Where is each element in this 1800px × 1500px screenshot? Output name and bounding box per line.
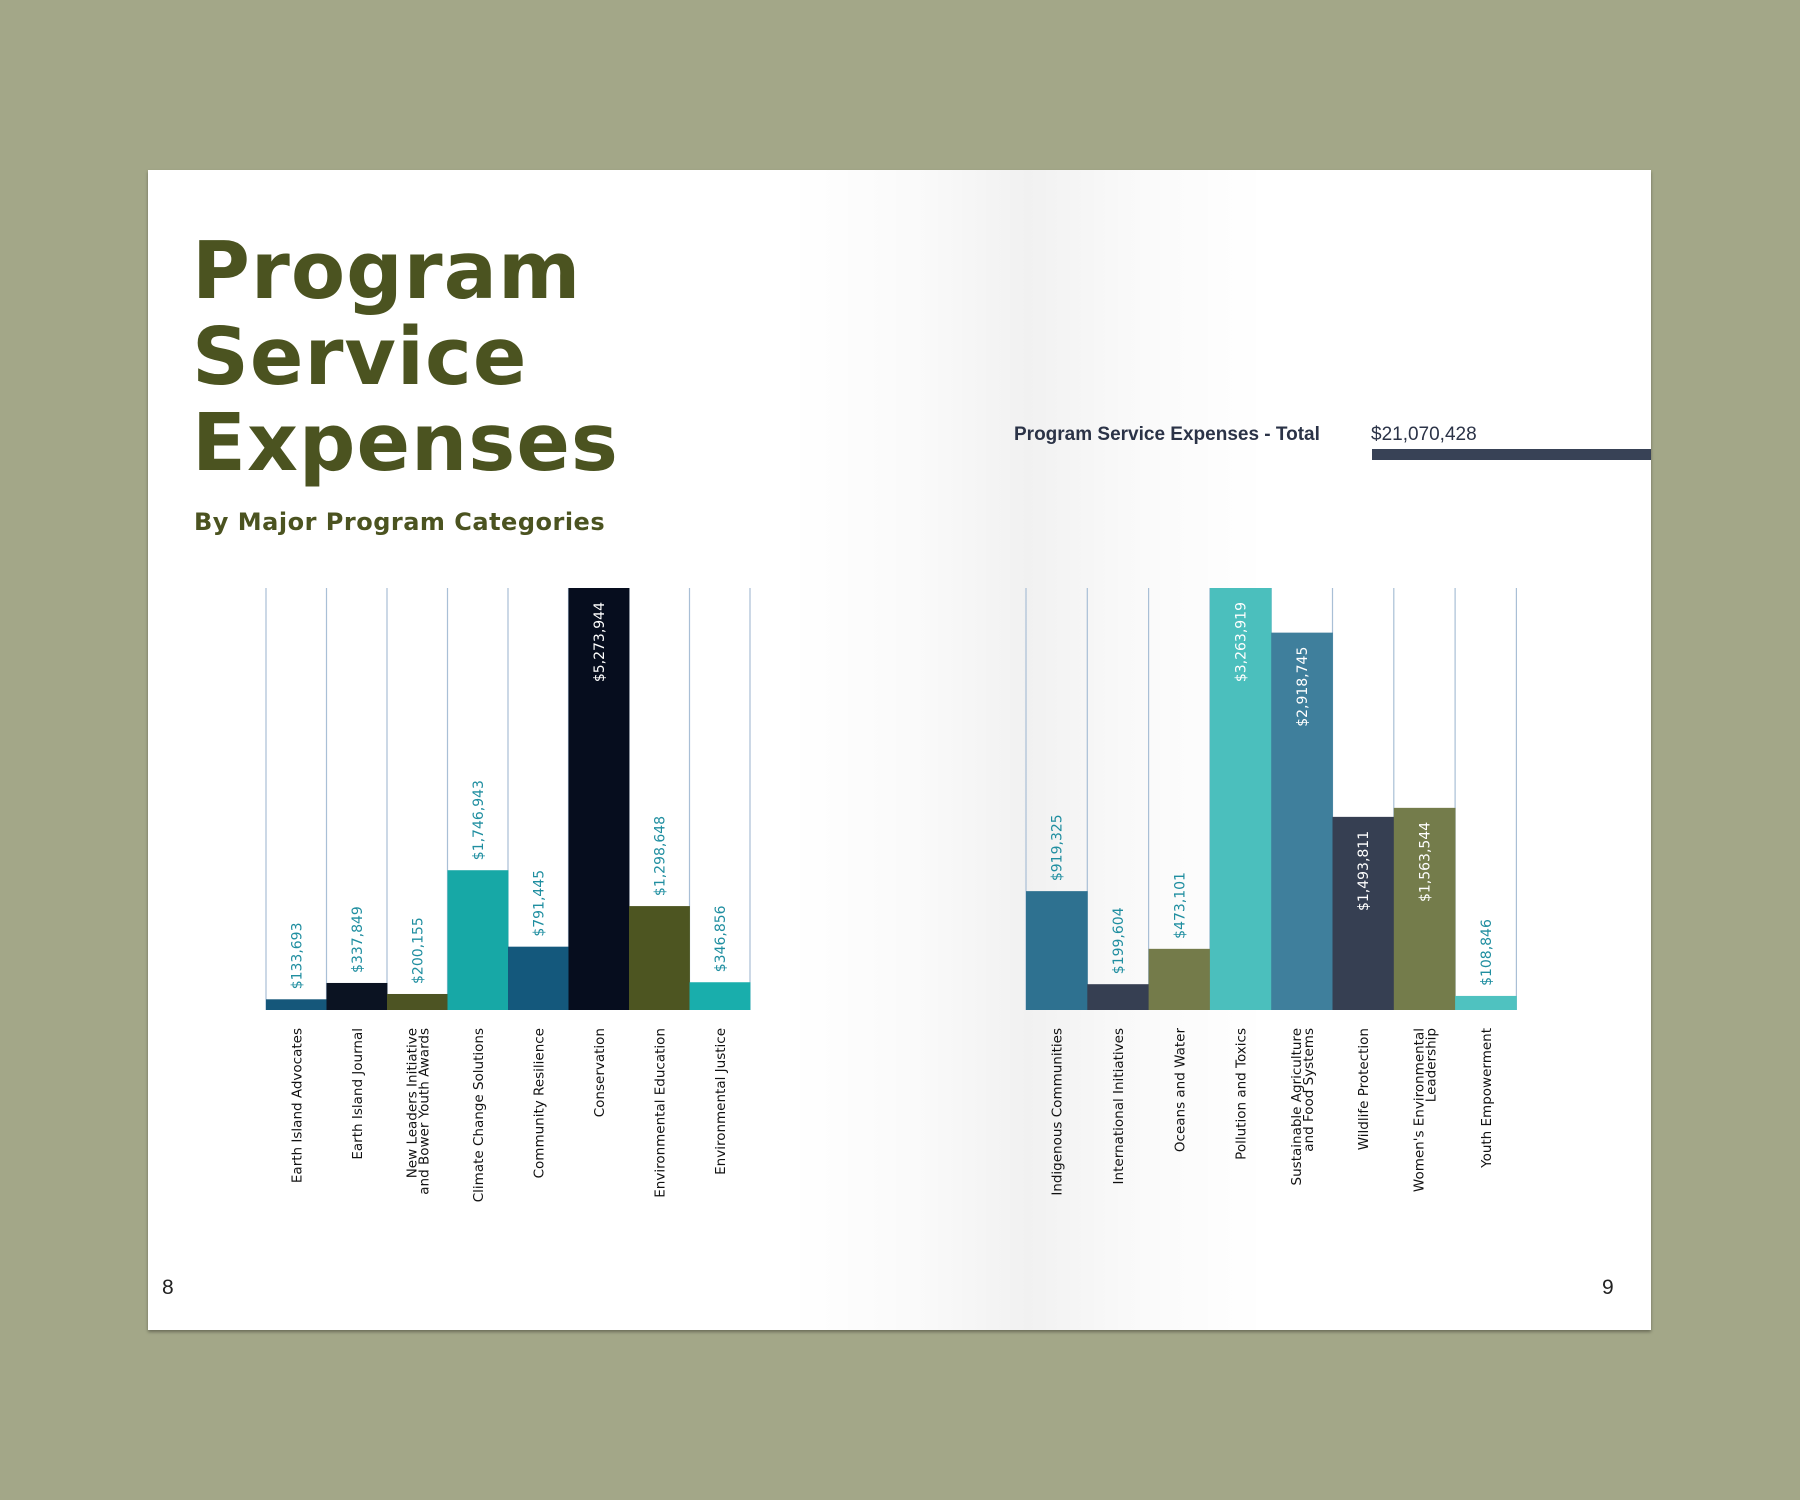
value-label-7: $1,298,648 — [652, 816, 668, 896]
bar-8 — [689, 982, 751, 1010]
category-label-8: Youth Empowerment — [1479, 1028, 1495, 1169]
category-label-6: Wildlife Protection — [1356, 1028, 1372, 1150]
value-label-1: $133,693 — [289, 922, 305, 989]
category-label-line: Earth Island Advocates — [289, 1028, 305, 1183]
bar-6 — [568, 588, 630, 1010]
category-label-7: Environmental Education — [652, 1028, 668, 1198]
bar-5 — [508, 946, 569, 1010]
brochure-spread: Program Service Expenses By Major Progra… — [148, 170, 1651, 1330]
category-label-line: International Initiatives — [1111, 1028, 1127, 1184]
program-expenses-charts: $133,693 Earth Island Advocates $337,849 Ea… — [265, 588, 1518, 1202]
bar-4 — [447, 870, 509, 1010]
category-label-2: International Initiatives — [1111, 1028, 1127, 1184]
bar-4 — [1209, 588, 1272, 1010]
category-label-5: Community Resilience — [531, 1028, 547, 1178]
value-label-2: $337,849 — [350, 906, 366, 973]
category-label-line: Conservation — [592, 1028, 608, 1117]
title-line-3: Expenses — [192, 397, 619, 489]
bar-6 — [1332, 816, 1395, 1010]
bar-1 — [1026, 891, 1088, 1010]
page-title: Program Service Expenses — [192, 228, 619, 486]
value-label-6: $1,493,811 — [1356, 831, 1372, 911]
category-label-line: Sustainable Agriculture — [1289, 1028, 1305, 1185]
category-label-line: and Bower Youth Awards — [416, 1028, 432, 1195]
category-label-line: New Leaders Initiative — [404, 1028, 420, 1178]
category-label-line: Environmental Education — [652, 1028, 668, 1198]
category-label-line: Leadership — [1423, 1028, 1439, 1102]
page-number-right: 9 — [1602, 1276, 1614, 1299]
value-label-7: $1,563,544 — [1417, 822, 1433, 902]
category-label-line: Pollution and Toxics — [1234, 1028, 1250, 1160]
category-label-4: Pollution and Toxics — [1234, 1028, 1250, 1160]
category-label-line: Women's Environmental — [1411, 1028, 1427, 1192]
category-label-3: Oceans and Water — [1172, 1028, 1188, 1153]
category-label-3: New Leaders Initiativeand Bower Youth Aw… — [404, 1028, 432, 1195]
category-label-line: Indigenous Communities — [1050, 1028, 1066, 1196]
category-label-1: Indigenous Communities — [1050, 1028, 1066, 1196]
category-label-8: Environmental Justice — [713, 1028, 729, 1175]
bar-8 — [1455, 995, 1517, 1010]
category-label-6: Conservation — [592, 1028, 608, 1117]
category-label-line: Wildlife Protection — [1356, 1028, 1372, 1150]
page-number-left: 8 — [162, 1276, 174, 1299]
category-label-line: Environmental Justice — [713, 1028, 729, 1175]
value-label-5: $791,445 — [531, 870, 547, 937]
chart-2: $919,325 Indigenous Communities $199,604 In… — [1025, 588, 1518, 1196]
bar-1 — [266, 999, 327, 1010]
bar-3 — [387, 993, 448, 1010]
category-label-line: Earth Island Journal — [350, 1028, 366, 1160]
value-label-8: $346,856 — [713, 905, 729, 972]
value-label-5: $2,918,745 — [1295, 647, 1311, 727]
value-label-4: $3,263,919 — [1234, 602, 1250, 682]
value-label-3: $473,101 — [1172, 872, 1188, 939]
bar-2 — [326, 982, 388, 1010]
bar-2 — [1087, 984, 1149, 1010]
bar-7 — [1393, 807, 1456, 1010]
total-value: $21,070,428 — [1371, 424, 1477, 445]
category-label-line: and Food Systems — [1301, 1028, 1317, 1152]
category-label-5: Sustainable Agricultureand Food Systems — [1289, 1028, 1317, 1185]
total-label: Program Service Expenses - Total — [1014, 424, 1320, 445]
category-label-line: Community Resilience — [531, 1028, 547, 1178]
category-label-4: Climate Change Solutions — [471, 1028, 487, 1202]
title-line-2: Service — [192, 311, 528, 403]
value-label-6: $5,273,944 — [592, 602, 608, 682]
bar-5 — [1271, 632, 1333, 1010]
title-line-1: Program — [192, 225, 582, 317]
value-label-8: $108,846 — [1479, 919, 1495, 986]
category-label-line: Oceans and Water — [1172, 1028, 1188, 1153]
bar-3 — [1148, 948, 1211, 1010]
category-label-line: Climate Change Solutions — [471, 1028, 487, 1202]
page-subtitle: By Major Program Categories — [194, 508, 606, 536]
bar-7 — [629, 906, 690, 1010]
total-accent-bar — [1372, 449, 1651, 460]
value-label-1: $919,325 — [1050, 814, 1066, 881]
value-label-3: $200,155 — [410, 917, 426, 984]
category-label-line: Youth Empowerment — [1479, 1028, 1495, 1169]
value-label-2: $199,604 — [1111, 907, 1127, 974]
chart-1: $133,693 Earth Island Advocates $337,849 Ea… — [265, 588, 751, 1202]
category-label-2: Earth Island Journal — [350, 1028, 366, 1160]
value-label-4: $1,746,943 — [471, 780, 487, 860]
category-label-1: Earth Island Advocates — [289, 1028, 305, 1183]
category-label-7: Women's EnvironmentalLeadership — [1411, 1028, 1439, 1192]
